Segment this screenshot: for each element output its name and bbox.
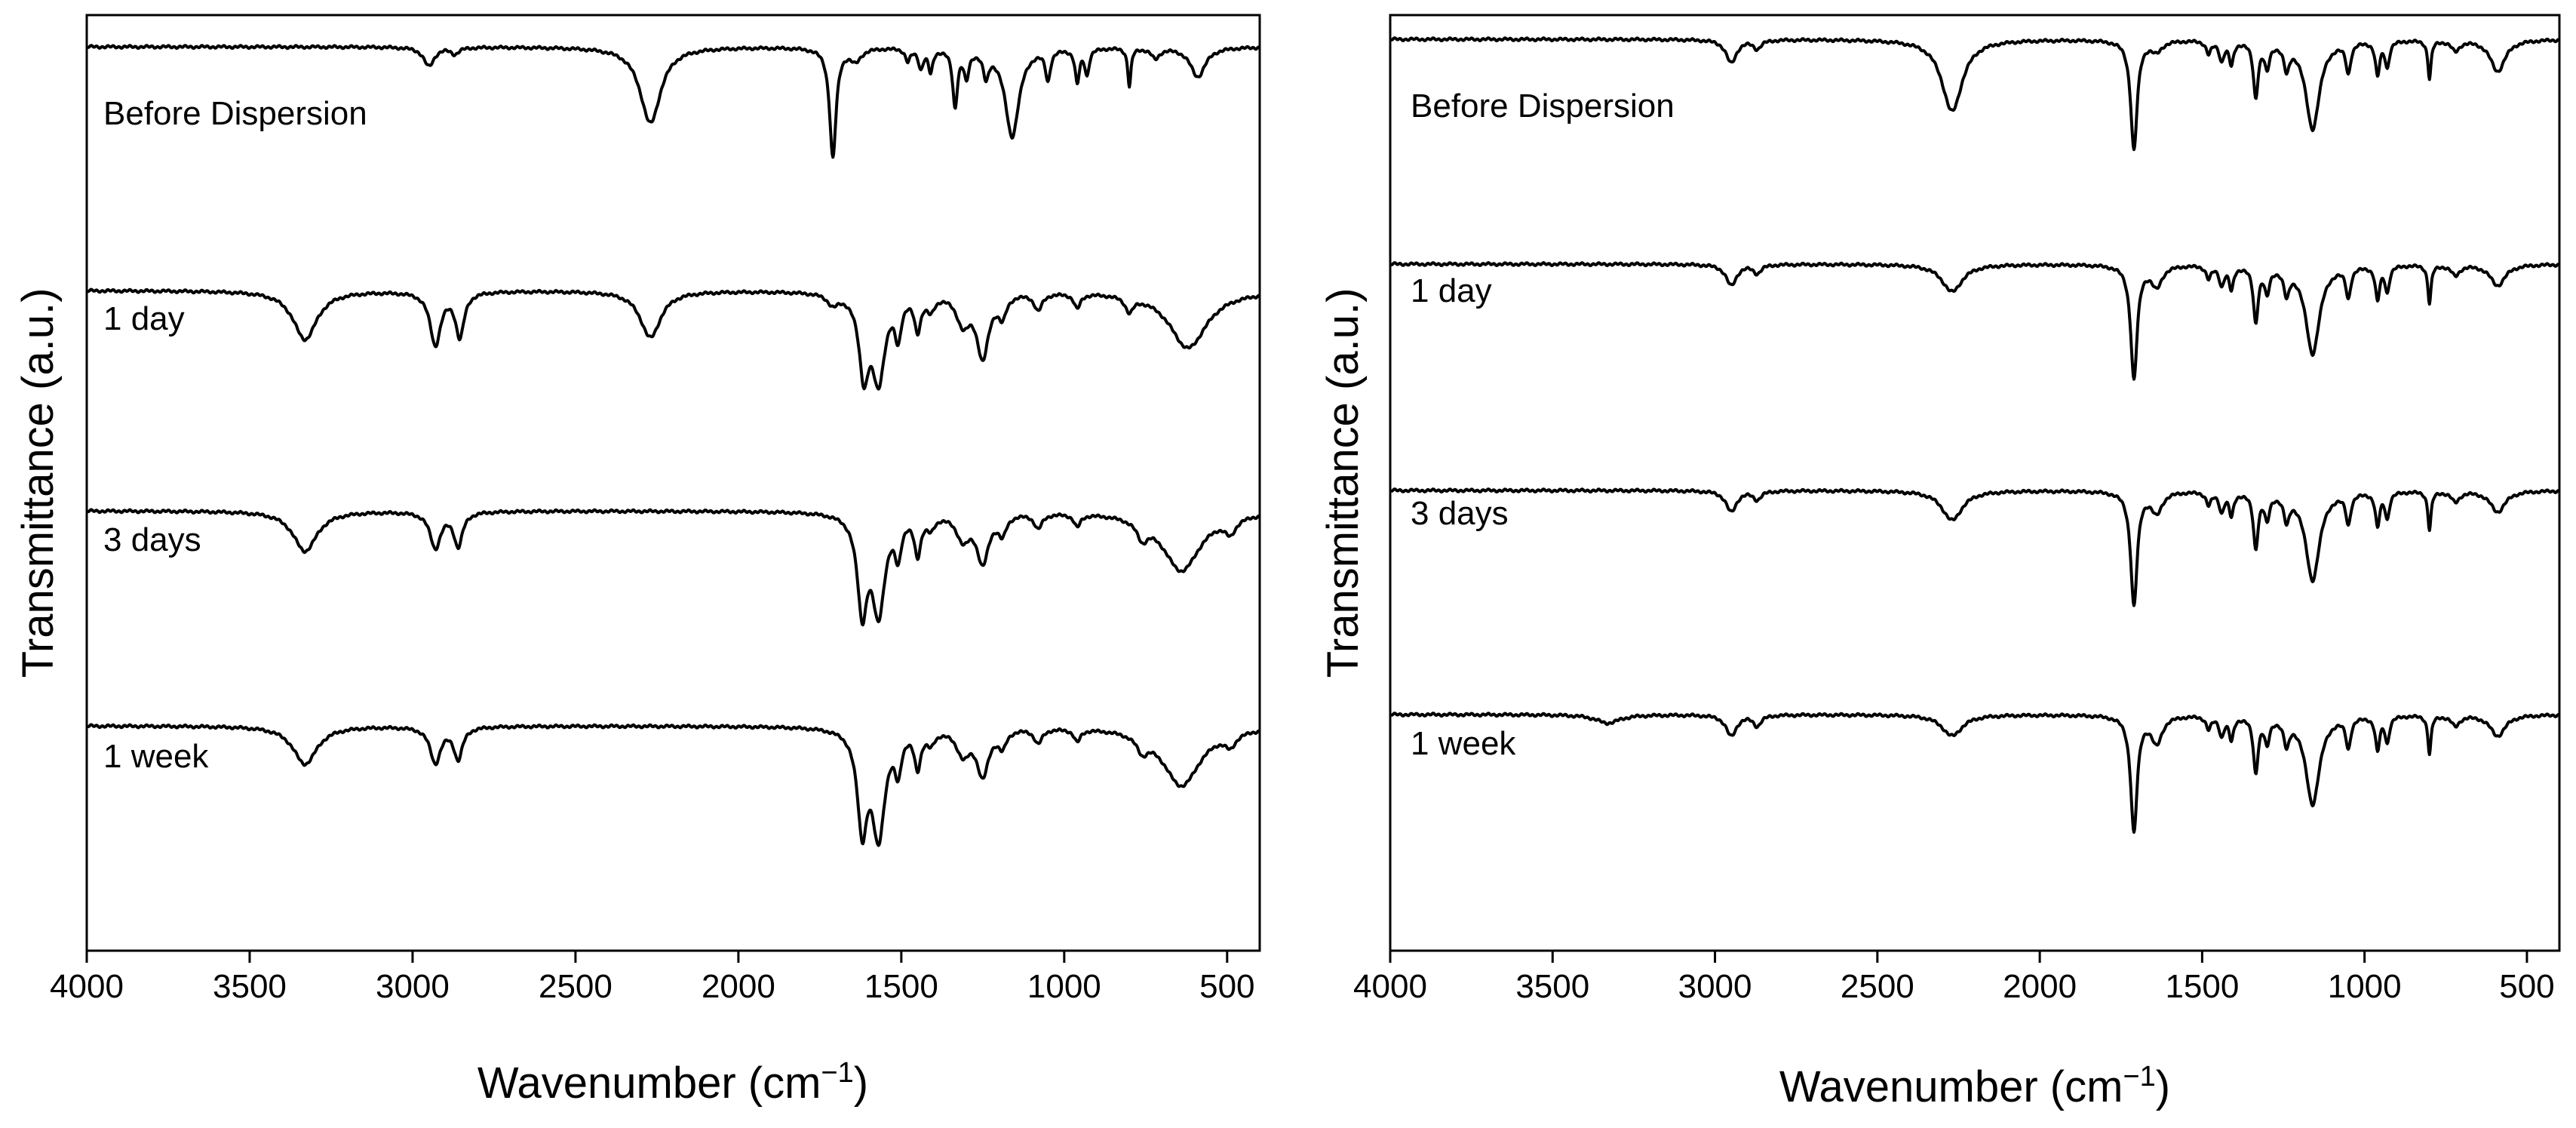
x-tick-label: 3000	[1678, 968, 1752, 1005]
spectrum-line-before-dispersion	[85, 44, 1261, 159]
right-plot-frame	[1389, 14, 2561, 952]
left-panel: 4000 3500 3000 2500 2000 1500 1000 500 Before D…	[14, 14, 1261, 1108]
x-tick-label: 4000	[50, 968, 124, 1005]
x-tick-label: 2500	[1841, 968, 1914, 1005]
right-x-axis-title: Wavenumber (cm−1)	[1779, 1061, 2170, 1111]
spectrum-line-1-week	[1389, 712, 2561, 834]
curve-label: 1 week	[1411, 725, 1516, 762]
x-tick-label: 1000	[1027, 968, 1101, 1005]
left-x-axis-title: Wavenumber (cm−1)	[477, 1057, 868, 1108]
x-tick-label: 2000	[702, 968, 775, 1005]
right-y-axis-title: Transmittance (a.u.)	[1319, 288, 1368, 678]
spectrum-line-before-dispersion	[1389, 36, 2561, 152]
spectrum-line-3-days	[1389, 487, 2561, 607]
x-tick-label: 3500	[1515, 968, 1589, 1005]
curve-label: 3 days	[1411, 495, 1509, 532]
x-tick-label: 500	[2499, 968, 2554, 1005]
spectrum-line-1-week	[85, 723, 1261, 847]
left-curve-labels: Before Dispersion 1 day 3 days 1 week	[103, 95, 367, 775]
spectrum-line-3-days	[85, 508, 1261, 627]
spectrum-line-1-day	[1389, 261, 2561, 381]
x-tick-label: 3500	[213, 968, 287, 1005]
x-tick-label: 1500	[864, 968, 938, 1005]
left-plot-frame	[85, 14, 1261, 952]
x-tick-label: 1000	[2328, 968, 2402, 1005]
left-spectra	[85, 44, 1261, 847]
x-tick-label: 2500	[539, 968, 613, 1005]
x-tick-label: 1500	[2165, 968, 2239, 1005]
x-tick-label: 4000	[1353, 968, 1427, 1005]
x-tick-label: 2000	[2003, 968, 2077, 1005]
curve-label: 1 day	[1411, 272, 1492, 309]
left-x-ticks: 4000 3500 3000 2500 2000 1500 1000 500	[50, 951, 1255, 1005]
right-spectra	[1389, 36, 2561, 834]
curve-label: Before Dispersion	[1411, 88, 1675, 124]
left-y-axis-title: Transmittance (a.u.)	[14, 288, 63, 678]
curve-label: 1 day	[103, 300, 185, 337]
spectrum-line-1-day	[85, 287, 1261, 391]
curve-label: Before Dispersion	[103, 95, 367, 132]
curve-label: 3 days	[103, 521, 201, 558]
right-x-ticks: 4000 3500 3000 2500 2000 1500 1000 500	[1353, 951, 2555, 1005]
right-curve-labels: Before Dispersion 1 day 3 days 1 week	[1411, 88, 1675, 762]
x-tick-label: 500	[1199, 968, 1254, 1005]
right-panel: 4000 3500 3000 2500 2000 1500 1000 500 Before D…	[1319, 14, 2561, 1111]
curve-label: 1 week	[103, 738, 209, 775]
x-tick-label: 3000	[376, 968, 450, 1005]
